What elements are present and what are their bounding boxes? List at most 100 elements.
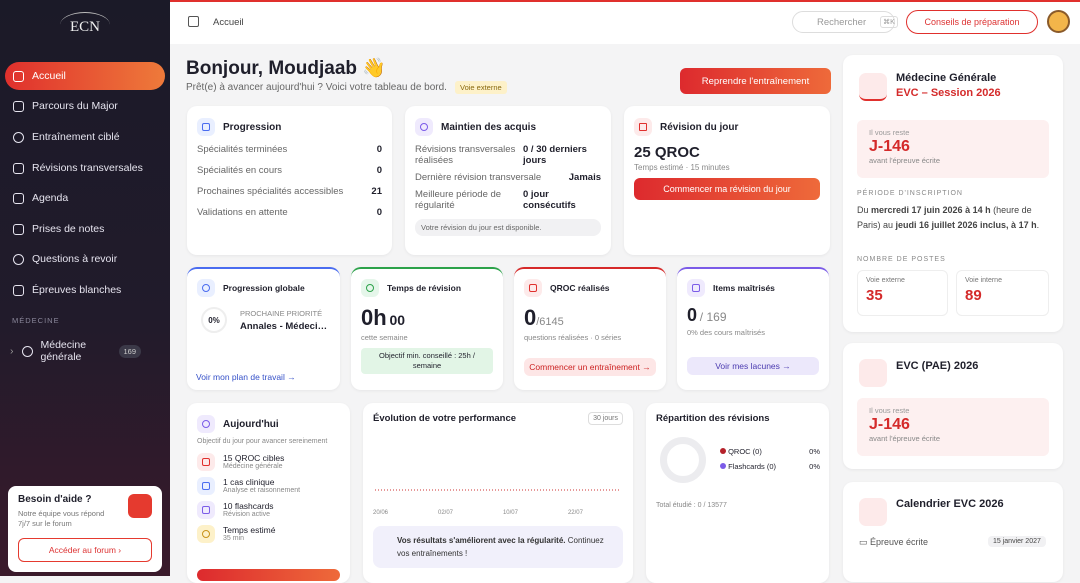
nav-item[interactable]: Prises de notes: [5, 215, 165, 243]
caption: 0% des cours maîtrisés: [687, 328, 765, 337]
button-label: Commencer un entraînement: [529, 362, 640, 372]
task-title: Temps estimé: [223, 525, 276, 535]
specialty-item[interactable]: › Médecine générale 169: [10, 339, 160, 363]
shortcut: ⌘K: [880, 16, 898, 28]
task: 15 QROC cibles Médecine générale: [197, 453, 340, 471]
nav-item[interactable]: Questions à revoir: [5, 245, 165, 273]
countdown: J-146: [869, 138, 910, 155]
avatar[interactable]: [1047, 10, 1070, 33]
row-label: Spécialités en cours: [197, 165, 283, 176]
items-total: / 169: [699, 310, 727, 324]
row-value: 0: [376, 207, 382, 218]
period-date: mercredi 17 juin 2026 à 14 h: [871, 205, 991, 215]
start-training-button[interactable]: Commencer un entraînement →: [524, 358, 656, 376]
total: Total étudié : 0 / 13577: [656, 502, 727, 509]
forum-button[interactable]: Accéder au forum ›: [18, 538, 152, 562]
help-text: Notre équipe vous répond 7j/7 sur le for…: [18, 509, 105, 528]
nav-item[interactable]: Parcours du Major: [5, 92, 165, 120]
legend-label: QROC (0): [728, 447, 762, 456]
nav-item[interactable]: Épreuves blanches: [5, 276, 165, 304]
help-title: Besoin d'aide ?: [18, 494, 92, 505]
row-label: Meilleure période de régularité: [415, 189, 502, 211]
remain: Il vous reste: [869, 406, 910, 415]
revision-count: 25 QROC: [634, 144, 700, 161]
period-text: Du: [857, 205, 872, 215]
qroc-total: /6145: [536, 316, 564, 328]
start-revision-button[interactable]: Commencer ma révision du jour: [634, 178, 820, 200]
post-label: Voie externe: [866, 277, 905, 284]
event: ▭ Épreuve écrite: [859, 537, 929, 547]
task-sub: Médecine générale: [223, 463, 283, 470]
note-text: Continuez vos entraînements !: [397, 536, 604, 558]
task: 10 flashcards Révision active: [197, 501, 340, 519]
row-label: Validations en attente: [197, 207, 288, 218]
nav-label: Accueil: [32, 70, 66, 82]
task-sub: Révision active: [223, 511, 271, 518]
nav-item[interactable]: Agenda: [5, 184, 165, 212]
priority: Annales - Médecine générale: [240, 321, 332, 332]
period-select[interactable]: 30 jours: [588, 412, 623, 425]
caption: questions réalisées · 0 séries: [524, 333, 622, 342]
row-value: 21: [371, 186, 382, 197]
row-label: Spécialités terminées: [197, 144, 288, 155]
card-title: QROC réalisés: [550, 283, 610, 293]
nav-label: Questions à revoir: [32, 253, 118, 265]
nav-item[interactable]: Entraînement ciblé: [5, 123, 165, 151]
x-axis: 20/06 02/07 10/07 22/07: [373, 510, 583, 516]
note: Votre révision du jour est disponible.: [415, 219, 601, 236]
global-card: Progression globale 0% PROCHAINE PRIORIT…: [187, 267, 340, 390]
countdown-box: Il vous reste J-146 avant l'épreuve écri…: [857, 398, 1049, 456]
x-label: 22/07: [567, 510, 583, 516]
nav-item[interactable]: Accueil: [5, 62, 165, 90]
exam-icon: [859, 359, 887, 387]
exam-title: Médecine Générale: [896, 72, 997, 84]
forum-button-label: Accéder au forum: [48, 545, 116, 555]
exam-icon: [859, 73, 887, 101]
logo: ECN: [60, 12, 110, 38]
note-bold: Vos résultats s'améliorent avec la régul…: [397, 536, 566, 545]
resume-button[interactable]: Reprendre l'entraînement: [680, 68, 831, 94]
card-title: Items maîtrisés: [713, 283, 775, 293]
today-card: Aujourd'hui Objectif du jour pour avance…: [187, 403, 350, 583]
post-box: Voie interne 89: [956, 270, 1049, 316]
link-label: Voir mon plan de travail: [196, 372, 285, 382]
minutes: 00: [389, 312, 406, 328]
plan-link[interactable]: Voir mon plan de travail →: [196, 372, 296, 382]
post-box: Voie externe 35: [857, 270, 948, 316]
event-date: 15 janvier 2027: [988, 536, 1046, 547]
card-title: Évolution de votre performance: [373, 413, 517, 424]
card-title: Temps de révision: [387, 283, 462, 293]
period-text: (heure de Paris) au: [857, 205, 1032, 230]
legend-label: Flashcards (0): [728, 462, 777, 471]
calendar-icon: [859, 498, 887, 526]
task-sub: 35 min: [223, 535, 245, 542]
row-label: Dernière révision transversale: [415, 172, 542, 183]
period-label: PÉRIODE D'INSCRIPTION: [857, 190, 963, 197]
card-subtitle: Objectif du jour pour avancer sereinemen…: [197, 438, 328, 445]
nav-label: Agenda: [32, 192, 69, 204]
button-label: Commencer ma révision du jour: [663, 184, 791, 194]
exam-subtitle: EVC – Session 2026: [896, 87, 1001, 99]
search[interactable]: Rechercher ⌘K: [792, 11, 898, 33]
exam-card: Médecine Générale EVC – Session 2026 Il …: [843, 55, 1063, 332]
row-value: 0 / 30 derniers jours: [523, 144, 587, 166]
action-button[interactable]: [197, 569, 340, 581]
progression-card: Progression Spécialités terminées 0 Spéci…: [187, 106, 392, 255]
countdown: J-146: [869, 416, 910, 433]
legend: QROC (0) 0% Flashcards (0) 0%: [720, 447, 820, 471]
performance-chart: [375, 489, 621, 491]
posts-label: NOMBRE DE POSTES: [857, 256, 946, 263]
nav-item[interactable]: Révisions transversales: [5, 154, 165, 182]
legend-value: 0%: [809, 462, 820, 471]
task: 1 cas clinique Analyse et raisonnement: [197, 477, 340, 495]
hours: 0h: [361, 305, 387, 330]
post-value: 35: [866, 287, 883, 304]
row-value: 0: [376, 144, 382, 155]
card-title: Progression: [223, 121, 282, 133]
qroc-value: 0: [524, 305, 537, 330]
gaps-button[interactable]: Voir mes lacunes →: [687, 357, 819, 375]
advice-button[interactable]: Conseils de préparation: [906, 10, 1038, 34]
sidebar-toggle[interactable]: [188, 16, 199, 27]
priority-label: PROCHAINE PRIORITÉ: [240, 309, 323, 318]
